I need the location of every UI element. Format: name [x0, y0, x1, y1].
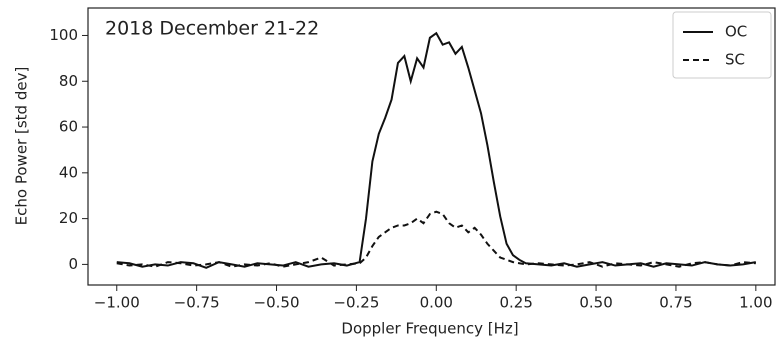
- x-tick-label: 0.00: [420, 294, 453, 312]
- y-tick-label: 0: [68, 255, 78, 273]
- annotation: 2018 December 21-22: [105, 18, 319, 40]
- legend-label: SC: [725, 51, 745, 69]
- x-tick-label: 0.75: [659, 294, 692, 312]
- x-axis-label: Doppler Frequency [Hz]: [341, 320, 518, 338]
- y-tick-label: 100: [49, 26, 78, 44]
- x-tick-label: 0.50: [579, 294, 612, 312]
- plot-frame: [87, 7, 776, 286]
- x-tick-label: 0.25: [499, 294, 532, 312]
- x-tick-label: 1.00: [739, 294, 772, 312]
- series-line: [116, 210, 756, 268]
- y-tick-label: 60: [59, 118, 78, 136]
- legend-label: OC: [725, 23, 747, 41]
- x-tick-label: −0.25: [333, 294, 379, 312]
- legend-box: [672, 11, 772, 79]
- x-tick-label: −0.75: [174, 294, 220, 312]
- series-line: [116, 31, 757, 269]
- x-tick-label: −1.00: [94, 294, 140, 312]
- x-tick-label: −0.50: [254, 294, 300, 312]
- y-axis-label: Echo Power [std dev]: [13, 67, 31, 226]
- y-tick-label: 40: [59, 163, 78, 181]
- y-tick-label: 80: [59, 72, 78, 90]
- y-tick-label: 20: [59, 209, 78, 227]
